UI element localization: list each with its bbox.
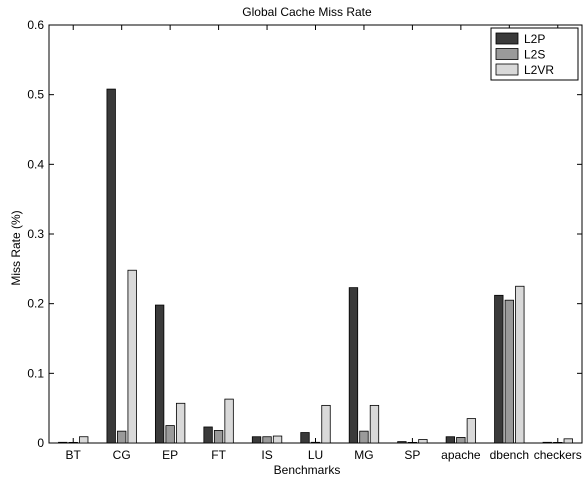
bar-l2s-lu xyxy=(310,441,321,444)
bar-l2vr-cg xyxy=(127,269,137,444)
bar-l2p-checkers xyxy=(542,441,552,444)
y-tick-label: 0.5 xyxy=(27,88,44,102)
bar-l2s-ep xyxy=(165,425,175,444)
y-tick-label: 0 xyxy=(37,436,44,450)
y-tick-label: 0.2 xyxy=(27,297,44,311)
y-tick-label: 0.3 xyxy=(27,227,44,241)
x-tick-label: SP xyxy=(404,448,420,462)
bar-l2s-apache xyxy=(456,437,466,444)
bar-l2p-is xyxy=(251,436,262,444)
bar-l2s-cg xyxy=(117,430,127,444)
bar-l2vr-lu xyxy=(321,404,331,444)
x-tick-label: FT xyxy=(211,448,226,462)
x-axis-label: Benchmarks xyxy=(274,463,341,477)
x-tick-label: BT xyxy=(66,448,82,462)
y-tick-label: 0.6 xyxy=(27,18,44,32)
legend-label-l2s: L2S xyxy=(524,48,545,62)
x-tick-label: IS xyxy=(261,448,272,462)
x-tick-label: CG xyxy=(113,448,131,462)
bar-l2s-dbench xyxy=(504,299,514,444)
y-axis-label: Miss Rate (%) xyxy=(9,210,23,285)
bar-l2vr-checkers xyxy=(563,438,573,444)
bar-l2p-sp xyxy=(397,441,407,444)
legend-swatch-l2vr xyxy=(495,63,519,76)
bar-l2vr-dbench xyxy=(515,285,525,444)
x-tick-label: checkers xyxy=(534,448,582,462)
x-tick-label: MG xyxy=(354,448,373,462)
y-tick-label: 0.4 xyxy=(27,157,44,171)
x-tick-label: LU xyxy=(308,448,323,462)
legend-swatch-l2p xyxy=(495,32,519,45)
bar-l2s-is xyxy=(262,436,272,444)
bar-l2vr-ep xyxy=(175,402,186,444)
bar-l2p-mg xyxy=(348,287,359,444)
bar-l2vr-is xyxy=(272,435,283,444)
bar-l2vr-mg xyxy=(369,404,380,444)
bar-l2p-apache xyxy=(445,436,456,444)
x-tick-label: apache xyxy=(441,448,481,462)
bar-l2s-sp xyxy=(407,441,418,444)
bar-l2s-ft xyxy=(213,430,224,444)
bar-l2p-ft xyxy=(203,426,213,444)
bar-l2vr-apache xyxy=(466,418,477,444)
chart-title: Global Cache Miss Rate xyxy=(242,5,372,19)
x-tick-label: EP xyxy=(162,448,178,462)
bar-l2s-bt xyxy=(68,441,78,444)
bar-l2p-dbench xyxy=(494,294,504,444)
bar-l2p-cg xyxy=(106,88,116,444)
bar-l2vr-ft xyxy=(224,398,234,444)
legend-swatch-l2s xyxy=(495,48,519,60)
bar-l2p-lu xyxy=(300,432,310,444)
bar-l2p-bt xyxy=(58,441,68,444)
bar-l2vr-sp xyxy=(418,439,428,444)
bar-l2p-ep xyxy=(154,304,165,444)
bar-l2s-mg xyxy=(359,430,369,444)
legend-label-l2vr: L2VR xyxy=(524,63,554,77)
y-tick-label: 0.1 xyxy=(27,366,44,380)
x-tick-label: dbench xyxy=(490,448,529,462)
plot-area: 0 0.1 0.2 0.3 0.4 0.5 0.6 BT CG EP FT IS LU MG SP apach… xyxy=(27,18,583,462)
bar-l2s-checkers xyxy=(553,441,563,444)
legend-label-l2p: L2P xyxy=(524,32,545,46)
bar-l2vr-bt xyxy=(79,436,89,444)
